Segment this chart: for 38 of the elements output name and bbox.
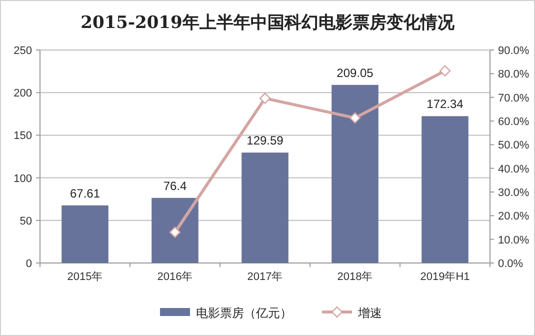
point — [169, 226, 181, 238]
y2-tick-label: 10.0% — [498, 234, 530, 246]
bar — [332, 84, 378, 263]
x-tick-label: 2016年 — [157, 271, 193, 283]
x-tick-label: 2019年H1 — [420, 271, 470, 283]
y2-tick-label: 80.0% — [498, 68, 530, 81]
data-label: 76.4 — [163, 178, 187, 193]
y2-tick-label: 40.0% — [498, 163, 530, 176]
point — [439, 65, 451, 76]
data-label: 129.59 — [246, 134, 284, 148]
y2-tick-label: 20.0% — [498, 210, 530, 223]
y2-tick-label: 50.0% — [498, 140, 530, 152]
point — [349, 112, 361, 124]
point — [259, 92, 271, 104]
x-tick-label: 2017年 — [247, 271, 283, 283]
data-label: 209.05 — [336, 66, 374, 80]
x-tick-label: 2015年 — [67, 271, 103, 283]
y2-tick-label: 0.0% — [498, 258, 524, 270]
data-label: 67.61 — [70, 186, 100, 200]
y-tick-label: 100 — [14, 172, 32, 185]
legend-label: 增速 — [357, 306, 382, 320]
y-tick-label: 250 — [14, 45, 32, 57]
bar — [152, 198, 198, 263]
y-tick-label: 200 — [14, 88, 32, 100]
bar — [62, 205, 108, 263]
y2-tick-label: 70.0% — [498, 92, 530, 104]
y2-tick-label: 30.0% — [498, 187, 530, 199]
data-label: 172.34 — [426, 97, 464, 112]
y-tick-label: 50 — [20, 215, 32, 228]
bar — [422, 116, 468, 263]
y2-tick-label: 90.0% — [498, 45, 530, 57]
y2-tick-label: 60.0% — [498, 116, 530, 128]
y-tick-label: 150 — [14, 130, 32, 142]
chart-title: 2015-2019年上半年中国科幻电影票房变化情况 — [80, 13, 456, 33]
y-tick-label: 0 — [26, 258, 32, 270]
bar — [242, 152, 288, 263]
legend-label: 电影票房（亿元） — [196, 306, 292, 320]
x-tick-label: 2018年 — [337, 271, 373, 283]
